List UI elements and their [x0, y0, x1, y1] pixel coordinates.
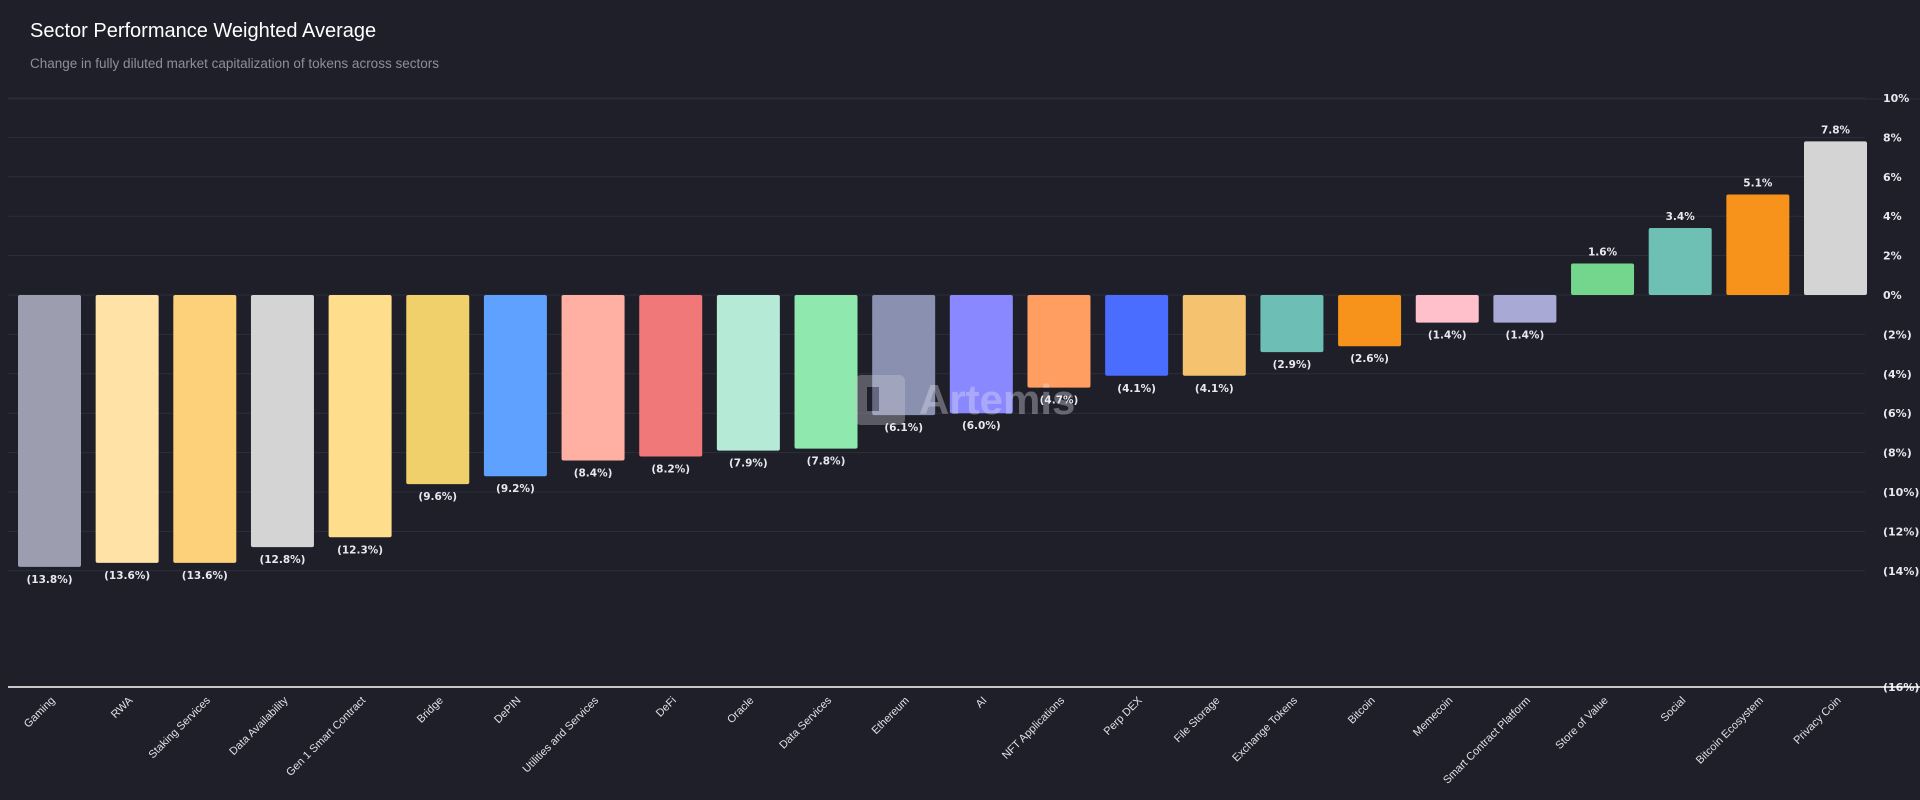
data-label: (2.9%)	[1273, 359, 1312, 371]
data-label: (6.1%)	[884, 422, 923, 434]
bar-ethereum	[872, 295, 936, 416]
x-tick-label: Bitcoin	[1346, 695, 1378, 727]
data-label: (13.6%)	[104, 570, 150, 582]
x-tick-label: Utilities and Services	[521, 694, 602, 775]
bar-privacy-coin	[1804, 141, 1867, 295]
y-tick-label: (6%)	[1883, 407, 1912, 420]
data-label: (8.2%)	[651, 464, 690, 476]
bar-staking-services	[173, 295, 237, 563]
bar-oracle	[716, 295, 780, 451]
y-tick-label: (12%)	[1883, 525, 1919, 538]
y-tick-label: (14%)	[1883, 565, 1919, 578]
y-tick-label: (8%)	[1883, 447, 1912, 460]
x-tick-label: Staking Services	[147, 694, 214, 761]
bar-social	[1648, 228, 1712, 295]
x-tick-label: Exchange Tokens	[1230, 694, 1300, 764]
x-tick-label: RWA	[109, 694, 136, 721]
chart-title: Sector Performance Weighted Average	[30, 20, 377, 42]
bar-gaming	[18, 295, 81, 567]
bar-depin	[483, 295, 547, 477]
data-label: (13.6%)	[182, 570, 228, 582]
x-tick-label: Perp DEX	[1102, 694, 1146, 738]
x-tick-label: Memecoin	[1411, 695, 1455, 739]
x-tick-label: Privacy Coin	[1791, 695, 1843, 747]
bar-defi	[639, 295, 703, 457]
x-tick-label: NFT Applications	[1000, 694, 1067, 761]
x-tick-label: AI	[974, 695, 990, 711]
bar-memecoin	[1415, 295, 1479, 323]
y-tick-label: 2%	[1883, 250, 1902, 263]
x-tick-label: DePIN	[492, 695, 523, 726]
data-label: (6.0%)	[962, 420, 1001, 432]
x-tick-label: DeFi	[654, 695, 679, 720]
bar-bitcoin-ecosystem	[1726, 194, 1790, 295]
bar-exchange-tokens	[1260, 295, 1324, 353]
bar-store-of-value	[1571, 263, 1635, 295]
data-label: (2.6%)	[1350, 353, 1389, 365]
x-tick-label: Data Services	[777, 694, 834, 751]
y-tick-label: 8%	[1883, 131, 1902, 144]
data-label: (1.4%)	[1506, 330, 1545, 342]
y-tick-label: (10%)	[1883, 486, 1919, 499]
x-tick-label: Bridge	[415, 695, 446, 726]
bar-gen-1-smart-contract	[328, 295, 392, 538]
x-tick-label: Social	[1659, 695, 1689, 725]
data-label: (4.7%)	[1040, 395, 1079, 407]
x-tick-label: Smart Contract Platform	[1441, 695, 1533, 787]
bar-nft-applications	[1027, 295, 1091, 388]
x-tick-label: File Storage	[1172, 695, 1222, 745]
bar-smart-contract-platform	[1493, 295, 1557, 323]
x-tick-label: Store of Value	[1553, 695, 1610, 752]
data-label: 1.6%	[1588, 246, 1618, 258]
data-label: 5.1%	[1743, 178, 1773, 190]
bar-file-storage	[1182, 295, 1246, 376]
data-label: (7.8%)	[807, 456, 846, 468]
x-tick-label: Bitcoin Ecosystem	[1694, 695, 1766, 767]
chart-subtitle: Change in fully diluted market capitaliz…	[30, 56, 439, 71]
x-tick-label: Gen 1 Smart Contract	[284, 695, 368, 779]
bar-ai	[949, 295, 1013, 414]
bar-data-services	[794, 295, 858, 449]
data-label: 7.8%	[1821, 124, 1851, 136]
data-label: (9.6%)	[418, 491, 457, 503]
data-label: (4.1%)	[1195, 383, 1234, 395]
bar-rwa	[95, 295, 159, 563]
data-label: (7.9%)	[729, 458, 768, 470]
data-label: 3.4%	[1666, 211, 1696, 223]
data-label: (13.8%)	[26, 574, 72, 586]
data-label: (8.4%)	[574, 467, 613, 479]
x-tick-label: Gaming	[22, 695, 58, 731]
bar-perp-dex	[1105, 295, 1169, 376]
data-label: (1.4%)	[1428, 330, 1467, 342]
data-label: (12.8%)	[259, 554, 305, 566]
y-tick-label: 4%	[1883, 210, 1902, 223]
bar-bridge	[406, 295, 470, 485]
bar-data-availability	[250, 295, 314, 548]
y-tick-label: 6%	[1883, 171, 1902, 184]
data-label: (9.2%)	[496, 483, 535, 495]
y-tick-label: (2%)	[1883, 328, 1912, 341]
x-tick-label: Data Availability	[227, 694, 291, 758]
data-label: (12.3%)	[337, 544, 383, 556]
data-label: (4.1%)	[1117, 383, 1156, 395]
y-tick-label: 10%	[1883, 92, 1909, 105]
bar-bitcoin	[1338, 295, 1402, 347]
x-tick-label: Oracle	[725, 695, 756, 726]
y-tick-label: 0%	[1883, 289, 1902, 302]
x-tick-label: Ethereum	[870, 695, 912, 737]
bar-utilities-and-services	[561, 295, 625, 461]
y-tick-label: (4%)	[1883, 368, 1912, 381]
